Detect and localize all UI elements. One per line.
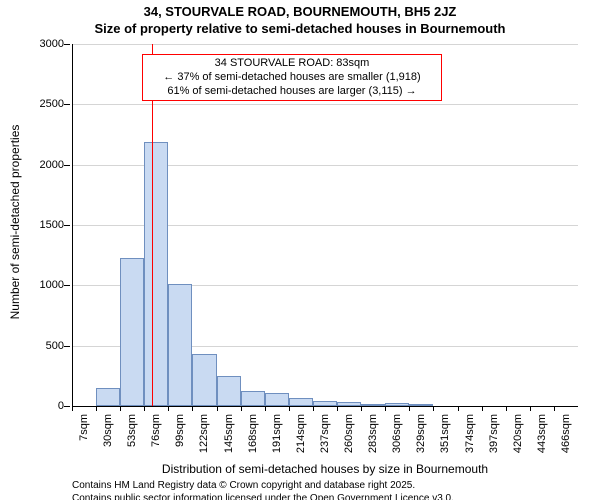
x-tick-label: 443sqm [536,414,548,462]
y-tick-label: 500 [28,340,64,352]
x-tick [96,406,97,411]
x-tick-label: 283sqm [367,414,379,462]
x-tick-label: 76sqm [150,414,162,462]
histogram-bar [168,284,192,406]
chart-container: { "title_line1": "34, STOURVALE ROAD, BO… [0,0,600,500]
x-tick-label: 145sqm [223,414,235,462]
histogram-bar [120,258,144,406]
callout-line: 34 STOURVALE ROAD: 83sqm [149,57,435,71]
x-tick [289,406,290,411]
x-tick-label: 260sqm [343,414,355,462]
x-tick-label: 420sqm [512,414,524,462]
callout-line: 61% of semi-detached houses are larger (… [149,85,435,99]
y-axis-label: Number of semi-detached properties [8,92,22,352]
x-tick-label: 53sqm [126,414,138,462]
x-axis [72,406,578,407]
x-tick-label: 191sqm [271,414,283,462]
attribution-line2: Contains public sector information licen… [72,493,454,500]
attribution-text: Contains HM Land Registry data © Crown c… [72,480,454,500]
y-tick-label: 2500 [28,98,64,110]
x-tick-label: 397sqm [488,414,500,462]
gridline [72,104,578,105]
x-axis-label: Distribution of semi-detached houses by … [72,462,578,476]
x-tick [433,406,434,411]
x-tick-label: 466sqm [560,414,572,462]
x-tick [385,406,386,411]
y-tick-label: 1500 [28,219,64,231]
histogram-bar [409,404,433,406]
histogram-bar [192,354,216,406]
y-tick-label: 3000 [28,38,64,50]
x-tick-label: 30sqm [102,414,114,462]
x-tick [192,406,193,411]
y-tick-label: 0 [28,400,64,412]
x-tick [506,406,507,411]
x-tick-label: 122sqm [198,414,210,462]
x-tick [144,406,145,411]
x-tick-label: 237sqm [319,414,331,462]
x-tick [241,406,242,411]
histogram-bar [361,404,385,406]
x-tick [409,406,410,411]
x-tick-label: 7sqm [78,414,90,462]
callout-box: 34 STOURVALE ROAD: 83sqm← 37% of semi-de… [142,54,442,101]
histogram-bar [289,398,313,406]
histogram-bar [337,402,361,406]
histogram-bar [313,401,337,406]
x-tick-label: 306sqm [391,414,403,462]
x-tick [120,406,121,411]
y-tick-label: 1000 [28,279,64,291]
histogram-bar [144,142,168,406]
x-tick-label: 99sqm [174,414,186,462]
x-tick [313,406,314,411]
x-tick-label: 351sqm [439,414,451,462]
chart-title-line1: 34, STOURVALE ROAD, BOURNEMOUTH, BH5 2JZ [0,4,600,20]
x-tick [530,406,531,411]
histogram-bar [96,388,120,406]
histogram-bar [385,403,409,406]
x-tick [217,406,218,411]
x-tick [337,406,338,411]
x-tick [265,406,266,411]
callout-line: ← 37% of semi-detached houses are smalle… [149,71,435,85]
x-tick [458,406,459,411]
x-tick-label: 168sqm [247,414,259,462]
x-tick-label: 329sqm [415,414,427,462]
histogram-bar [265,393,289,406]
x-tick [168,406,169,411]
y-axis [72,44,73,406]
chart-title-line2: Size of property relative to semi-detach… [0,21,600,37]
histogram-bar [217,376,241,406]
x-tick-label: 374sqm [464,414,476,462]
y-tick-label: 2000 [28,159,64,171]
histogram-bar [241,391,265,406]
x-tick [361,406,362,411]
x-tick [482,406,483,411]
gridline [72,44,578,45]
x-tick-label: 214sqm [295,414,307,462]
x-tick [72,406,73,411]
attribution-line1: Contains HM Land Registry data © Crown c… [72,480,454,493]
x-tick [554,406,555,411]
